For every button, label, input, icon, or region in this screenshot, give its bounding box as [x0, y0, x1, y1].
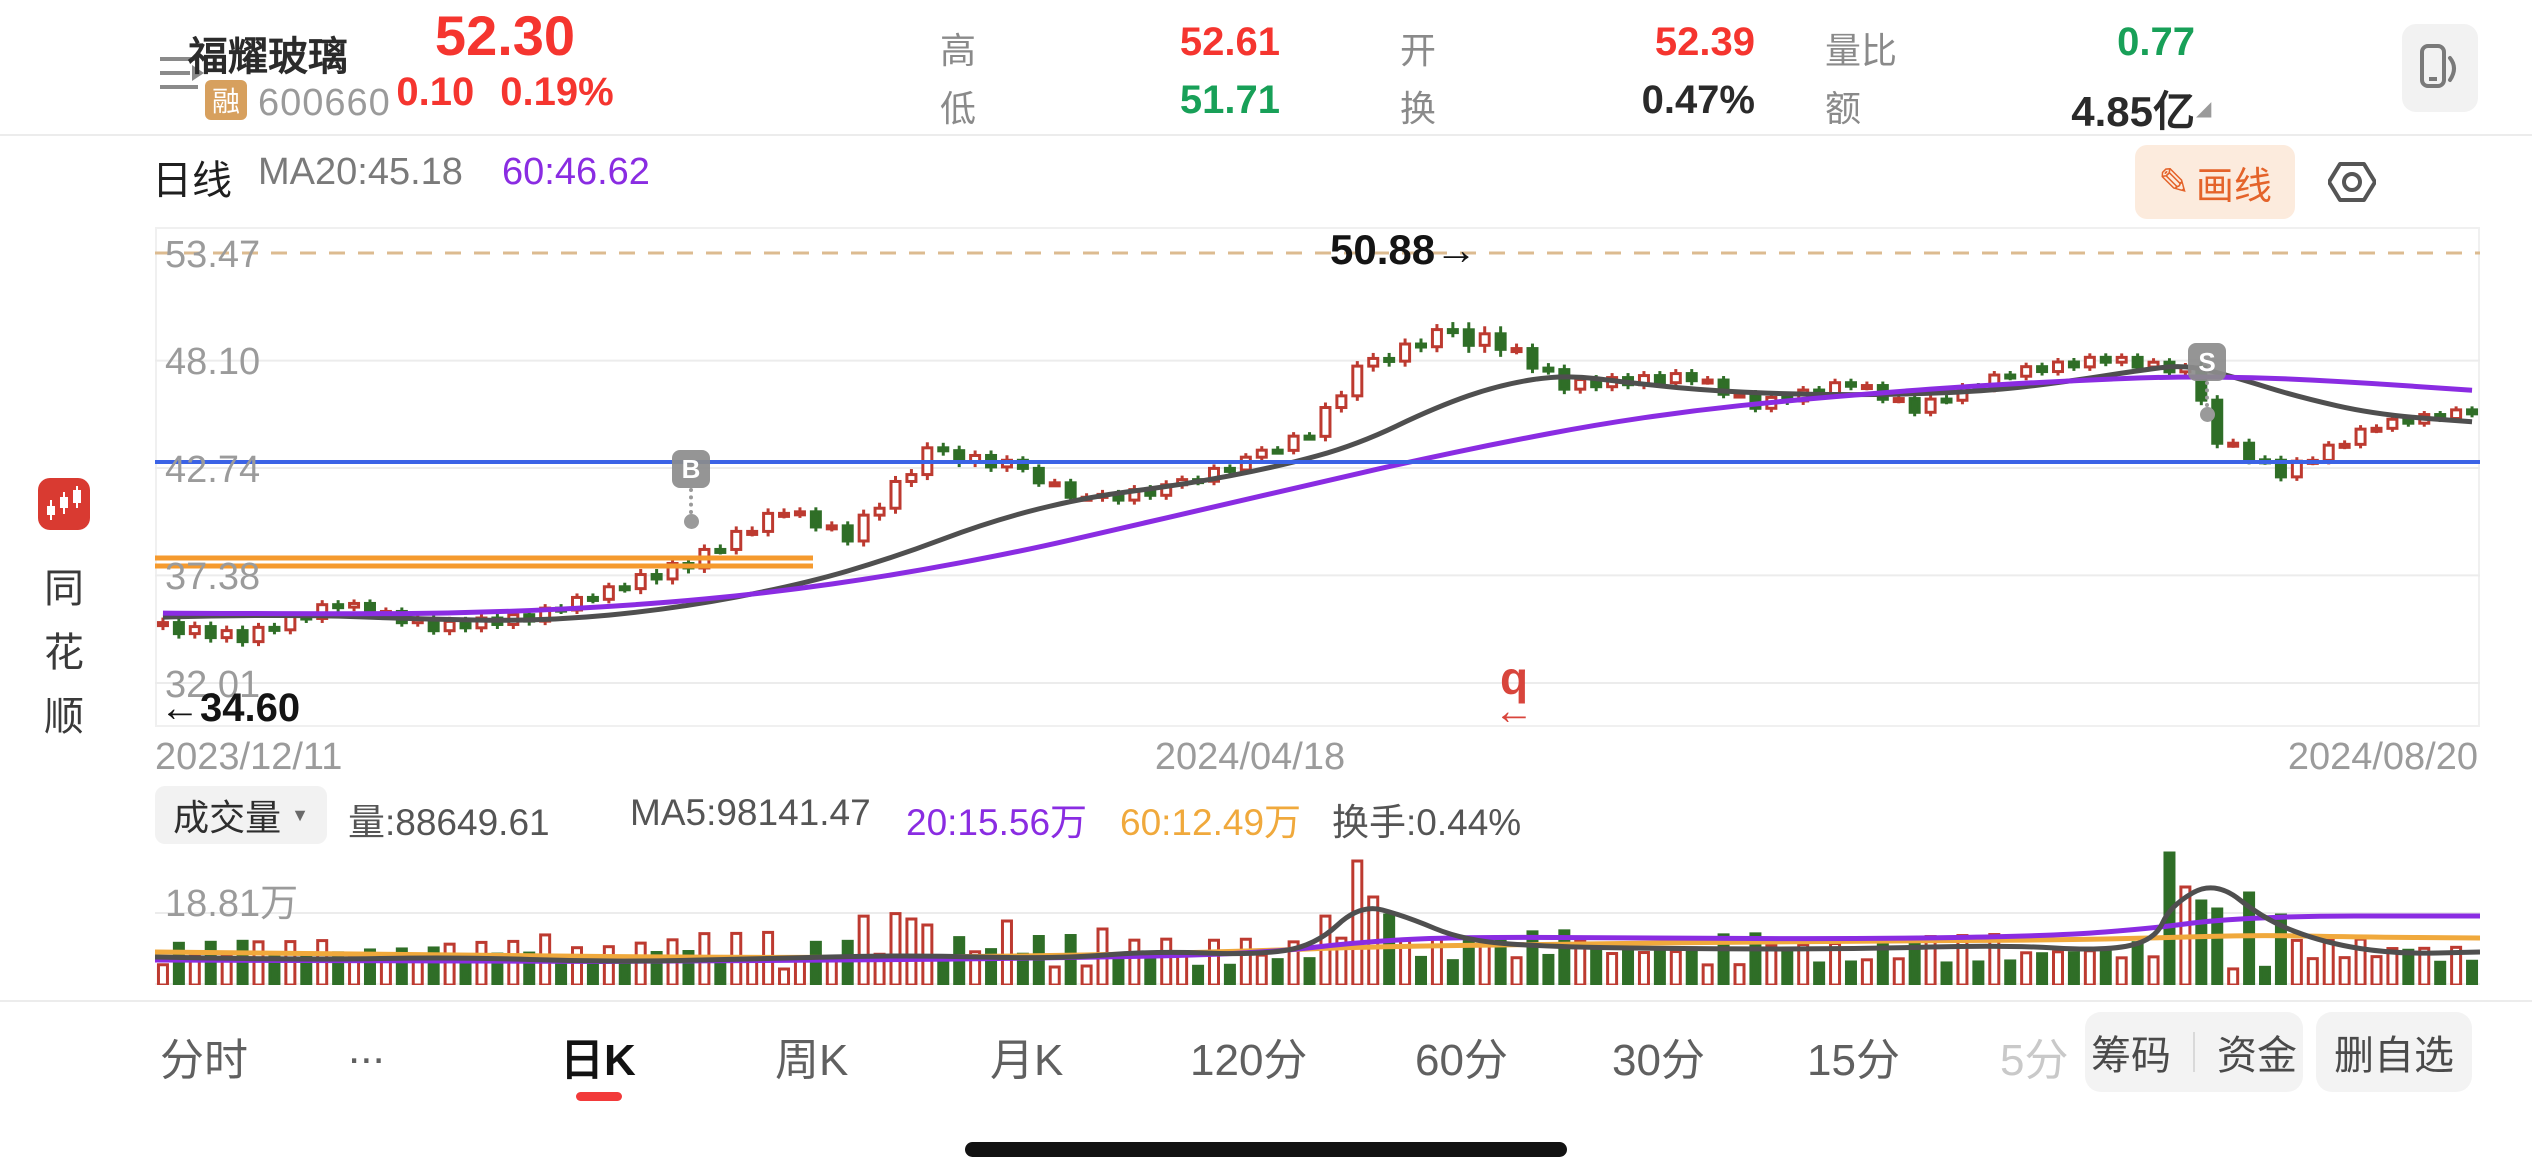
brand-char: 同	[44, 567, 84, 611]
ma20-legend: MA20:45.18	[258, 151, 463, 193]
x-axis-date: 2023/12/11	[155, 736, 343, 778]
volume-chart[interactable]	[155, 848, 2480, 985]
draw-line-button[interactable]: ✎ 画线	[2135, 145, 2295, 219]
x-axis-date: 2024/08/20	[2287, 736, 2478, 778]
stock-name: 福耀玻璃	[188, 35, 348, 79]
brand-char: 花	[44, 631, 84, 675]
tab-15min[interactable]: 15分	[1807, 1036, 1900, 1085]
volume-ma20: 20:15.56万	[906, 802, 1088, 843]
rotate-phone-icon	[2420, 44, 2456, 88]
volume-current: 量:88649.61	[348, 802, 550, 843]
chip-group: 筹码 资金	[2085, 1012, 2303, 1092]
price-block: 52.30 0.10 0.19%	[380, 4, 630, 116]
tab-more[interactable]: ...	[348, 1024, 385, 1073]
volume-ma5: MA5:98141.47	[630, 792, 871, 833]
turnover-rate: 换手:0.44%	[1332, 802, 1522, 843]
chip-divider	[2193, 1032, 2195, 1072]
last-price: 52.30	[434, 4, 576, 67]
open-value: 52.39	[1654, 20, 1755, 64]
volume-ratio-label: 量比	[1825, 30, 1898, 71]
chart-settings-button[interactable]	[2327, 158, 2377, 211]
tab-120min[interactable]: 120分	[1190, 1036, 1308, 1085]
stock-code: 600660	[258, 82, 391, 124]
ex-rights-marker[interactable]: q	[1499, 652, 1529, 704]
chevron-down-icon: ▼	[291, 804, 309, 825]
home-indicator[interactable]	[965, 1142, 1567, 1157]
volume-y-tick: 18.81万	[165, 883, 299, 925]
amount-label: 额	[1825, 88, 1862, 129]
pencil-icon: ✎	[2158, 161, 2190, 204]
ex-rights-arrow: ←	[1494, 689, 1534, 733]
tab-5min[interactable]: 5分	[2000, 1036, 2069, 1085]
menu-icon[interactable]	[158, 53, 208, 100]
y-axis-tick: 32.01	[165, 664, 261, 706]
brand-char: 顺	[44, 695, 84, 739]
y-axis-tick: 42.74	[165, 449, 261, 491]
tab-daily-k[interactable]: 日K	[560, 1036, 636, 1085]
chips-button[interactable]: 筹码	[2091, 1034, 2171, 1078]
period-label: 日线	[152, 159, 232, 203]
open-label: 开	[1400, 30, 1437, 71]
tab-fenshi[interactable]: 分时	[160, 1036, 248, 1085]
gear-icon	[2327, 162, 2377, 202]
pane-divider	[0, 1000, 2532, 1002]
amount-expand-triangle[interactable]: ◢	[2196, 98, 2212, 120]
funds-button[interactable]: 资金	[2217, 1034, 2297, 1078]
tab-monthly-k[interactable]: 月K	[990, 1036, 1064, 1085]
buy-marker[interactable]: B	[672, 450, 710, 529]
candlestick-logo-icon	[47, 486, 81, 520]
remove-watchlist-button[interactable]: 删自选	[2316, 1012, 2472, 1092]
tab-weekly-k[interactable]: 周K	[775, 1036, 849, 1085]
margin-trading-badge: 融	[205, 80, 247, 120]
draw-line-label: 画线	[2195, 165, 2272, 208]
ma60-legend: 60:46.62	[502, 151, 650, 193]
y-axis-tick: 37.38	[165, 556, 261, 598]
turnover-label: 换	[1400, 88, 1437, 129]
turnover-value: 0.47%	[1641, 78, 1755, 122]
x-axis-date: 2024/04/18	[1154, 736, 1346, 778]
low-label: 低	[940, 88, 977, 129]
volume-ratio-value: 0.77	[2117, 20, 2195, 64]
header-divider	[0, 134, 2532, 136]
y-axis-tick: 48.10	[165, 341, 261, 383]
price-change-pct: 0.19%	[500, 70, 614, 114]
indicator-selector[interactable]: 成交量 ▼	[155, 786, 327, 844]
tab-60min[interactable]: 60分	[1415, 1036, 1508, 1085]
rotate-landscape-button[interactable]	[2402, 24, 2478, 112]
sell-marker[interactable]: S	[2188, 343, 2226, 422]
high-label: 高	[940, 30, 977, 71]
volume-ma60: 60:12.49万	[1120, 802, 1302, 843]
amount-value: 4.85亿	[2071, 88, 2195, 135]
active-tab-indicator	[576, 1092, 622, 1101]
price-change: 0.10	[396, 70, 475, 114]
tab-30min[interactable]: 30分	[1612, 1036, 1705, 1085]
y-axis-tick: 53.47	[165, 234, 261, 276]
high-value: 52.61	[1179, 20, 1280, 64]
low-price-annotation: ←34.60	[160, 686, 301, 730]
main-candlestick-chart[interactable]	[155, 227, 2480, 727]
ths-app-logo	[38, 478, 90, 530]
high-price-annotation: 50.88→	[1330, 226, 1478, 273]
low-value: 51.71	[1179, 78, 1280, 122]
